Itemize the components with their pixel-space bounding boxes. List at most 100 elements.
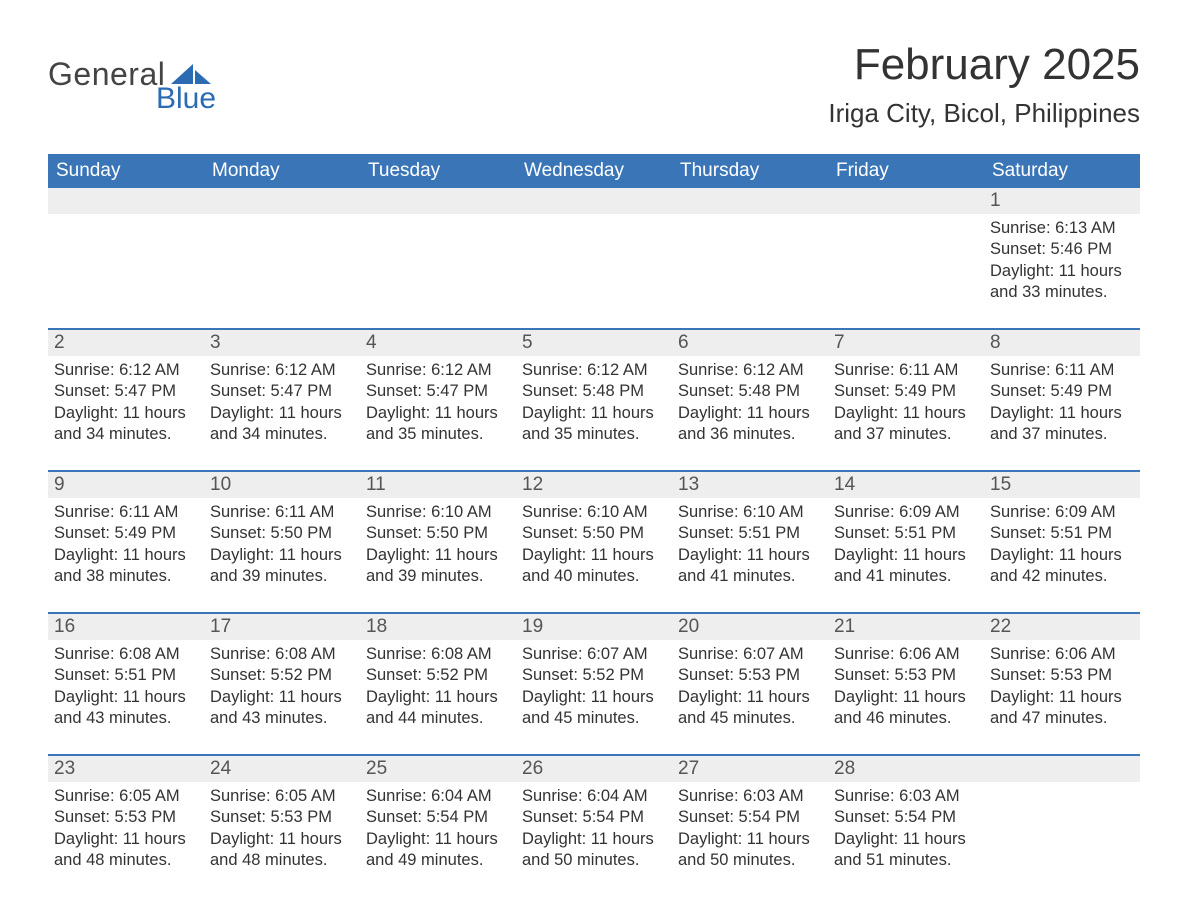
day-info: Sunrise: 6:06 AMSunset: 5:53 PMDaylight:… [984, 640, 1140, 730]
day-cell: 15Sunrise: 6:09 AMSunset: 5:51 PMDayligh… [984, 472, 1140, 592]
day-cell: 17Sunrise: 6:08 AMSunset: 5:52 PMDayligh… [204, 614, 360, 734]
sunset-line: Sunset: 5:50 PM [210, 523, 354, 544]
day-cell: 13Sunrise: 6:10 AMSunset: 5:51 PMDayligh… [672, 472, 828, 592]
day-info: Sunrise: 6:07 AMSunset: 5:52 PMDaylight:… [516, 640, 672, 730]
day-cell: 2Sunrise: 6:12 AMSunset: 5:47 PMDaylight… [48, 330, 204, 450]
page: General Blue February 2025 Iriga City, B… [0, 0, 1188, 896]
daylight-line: Daylight: 11 hours and 44 minutes. [366, 687, 510, 730]
day-cell: 19Sunrise: 6:07 AMSunset: 5:52 PMDayligh… [516, 614, 672, 734]
day-cell: 5Sunrise: 6:12 AMSunset: 5:48 PMDaylight… [516, 330, 672, 450]
day-number: 9 [48, 472, 204, 498]
day-number: 5 [516, 330, 672, 356]
daylight-line: Daylight: 11 hours and 37 minutes. [834, 403, 978, 446]
sunset-line: Sunset: 5:53 PM [678, 665, 822, 686]
sunrise-line: Sunrise: 6:11 AM [210, 502, 354, 523]
daylight-line: Daylight: 11 hours and 42 minutes. [990, 545, 1134, 588]
sunrise-line: Sunrise: 6:05 AM [210, 786, 354, 807]
day-cell: 10Sunrise: 6:11 AMSunset: 5:50 PMDayligh… [204, 472, 360, 592]
sunrise-line: Sunrise: 6:08 AM [210, 644, 354, 665]
day-number-empty [204, 188, 360, 214]
sunrise-line: Sunrise: 6:12 AM [54, 360, 198, 381]
daylight-line: Daylight: 11 hours and 50 minutes. [678, 829, 822, 872]
title-block: February 2025 Iriga City, Bicol, Philipp… [828, 40, 1140, 129]
day-number: 25 [360, 756, 516, 782]
daylight-line: Daylight: 11 hours and 43 minutes. [210, 687, 354, 730]
day-number-empty [984, 756, 1140, 782]
sunset-line: Sunset: 5:50 PM [522, 523, 666, 544]
day-info: Sunrise: 6:05 AMSunset: 5:53 PMDaylight:… [204, 782, 360, 872]
day-cell [48, 188, 204, 308]
daylight-line: Daylight: 11 hours and 41 minutes. [678, 545, 822, 588]
day-info: Sunrise: 6:12 AMSunset: 5:47 PMDaylight:… [204, 356, 360, 446]
day-info: Sunrise: 6:07 AMSunset: 5:53 PMDaylight:… [672, 640, 828, 730]
weekday-header: Monday [204, 154, 360, 188]
weeks-container: 1Sunrise: 6:13 AMSunset: 5:46 PMDaylight… [48, 188, 1140, 876]
weekday-header-row: SundayMondayTuesdayWednesdayThursdayFrid… [48, 154, 1140, 188]
daylight-line: Daylight: 11 hours and 40 minutes. [522, 545, 666, 588]
sunset-line: Sunset: 5:53 PM [990, 665, 1134, 686]
day-number: 27 [672, 756, 828, 782]
sunset-line: Sunset: 5:54 PM [834, 807, 978, 828]
daylight-line: Daylight: 11 hours and 38 minutes. [54, 545, 198, 588]
day-number: 16 [48, 614, 204, 640]
logo-text-general: General [48, 58, 165, 90]
day-number: 1 [984, 188, 1140, 214]
day-cell [672, 188, 828, 308]
sunrise-line: Sunrise: 6:07 AM [522, 644, 666, 665]
sunrise-line: Sunrise: 6:04 AM [366, 786, 510, 807]
sunset-line: Sunset: 5:52 PM [366, 665, 510, 686]
daylight-line: Daylight: 11 hours and 35 minutes. [366, 403, 510, 446]
day-cell: 6Sunrise: 6:12 AMSunset: 5:48 PMDaylight… [672, 330, 828, 450]
day-number: 13 [672, 472, 828, 498]
day-cell: 28Sunrise: 6:03 AMSunset: 5:54 PMDayligh… [828, 756, 984, 876]
day-cell: 9Sunrise: 6:11 AMSunset: 5:49 PMDaylight… [48, 472, 204, 592]
daylight-line: Daylight: 11 hours and 50 minutes. [522, 829, 666, 872]
day-cell: 1Sunrise: 6:13 AMSunset: 5:46 PMDaylight… [984, 188, 1140, 308]
sunset-line: Sunset: 5:51 PM [54, 665, 198, 686]
daylight-line: Daylight: 11 hours and 37 minutes. [990, 403, 1134, 446]
day-cell: 14Sunrise: 6:09 AMSunset: 5:51 PMDayligh… [828, 472, 984, 592]
sunset-line: Sunset: 5:52 PM [210, 665, 354, 686]
day-cell [204, 188, 360, 308]
day-info: Sunrise: 6:03 AMSunset: 5:54 PMDaylight:… [828, 782, 984, 872]
day-info: Sunrise: 6:08 AMSunset: 5:52 PMDaylight:… [204, 640, 360, 730]
sunrise-line: Sunrise: 6:05 AM [54, 786, 198, 807]
day-number: 15 [984, 472, 1140, 498]
day-cell: 22Sunrise: 6:06 AMSunset: 5:53 PMDayligh… [984, 614, 1140, 734]
sunrise-line: Sunrise: 6:11 AM [990, 360, 1134, 381]
day-info: Sunrise: 6:12 AMSunset: 5:47 PMDaylight:… [48, 356, 204, 446]
day-info: Sunrise: 6:12 AMSunset: 5:48 PMDaylight:… [516, 356, 672, 446]
sunset-line: Sunset: 5:54 PM [522, 807, 666, 828]
month-title: February 2025 [828, 40, 1140, 90]
daylight-line: Daylight: 11 hours and 36 minutes. [678, 403, 822, 446]
day-number: 20 [672, 614, 828, 640]
daylight-line: Daylight: 11 hours and 41 minutes. [834, 545, 978, 588]
day-cell: 21Sunrise: 6:06 AMSunset: 5:53 PMDayligh… [828, 614, 984, 734]
day-number: 23 [48, 756, 204, 782]
sunset-line: Sunset: 5:52 PM [522, 665, 666, 686]
sunset-line: Sunset: 5:47 PM [54, 381, 198, 402]
day-info: Sunrise: 6:05 AMSunset: 5:53 PMDaylight:… [48, 782, 204, 872]
weekday-header: Saturday [984, 154, 1140, 188]
day-info: Sunrise: 6:11 AMSunset: 5:49 PMDaylight:… [828, 356, 984, 446]
day-info: Sunrise: 6:03 AMSunset: 5:54 PMDaylight:… [672, 782, 828, 872]
day-cell: 3Sunrise: 6:12 AMSunset: 5:47 PMDaylight… [204, 330, 360, 450]
sunset-line: Sunset: 5:54 PM [678, 807, 822, 828]
day-number: 2 [48, 330, 204, 356]
day-number-empty [672, 188, 828, 214]
header: General Blue February 2025 Iriga City, B… [48, 40, 1140, 150]
sunrise-line: Sunrise: 6:12 AM [366, 360, 510, 381]
day-info: Sunrise: 6:11 AMSunset: 5:49 PMDaylight:… [984, 356, 1140, 446]
daylight-line: Daylight: 11 hours and 34 minutes. [210, 403, 354, 446]
sunset-line: Sunset: 5:48 PM [522, 381, 666, 402]
day-cell: 27Sunrise: 6:03 AMSunset: 5:54 PMDayligh… [672, 756, 828, 876]
weekday-header: Sunday [48, 154, 204, 188]
sunset-line: Sunset: 5:48 PM [678, 381, 822, 402]
daylight-line: Daylight: 11 hours and 51 minutes. [834, 829, 978, 872]
day-info: Sunrise: 6:13 AMSunset: 5:46 PMDaylight:… [984, 214, 1140, 304]
day-info: Sunrise: 6:10 AMSunset: 5:50 PMDaylight:… [516, 498, 672, 588]
sunrise-line: Sunrise: 6:07 AM [678, 644, 822, 665]
sunrise-line: Sunrise: 6:10 AM [366, 502, 510, 523]
week-row: 23Sunrise: 6:05 AMSunset: 5:53 PMDayligh… [48, 754, 1140, 876]
sunrise-line: Sunrise: 6:08 AM [54, 644, 198, 665]
